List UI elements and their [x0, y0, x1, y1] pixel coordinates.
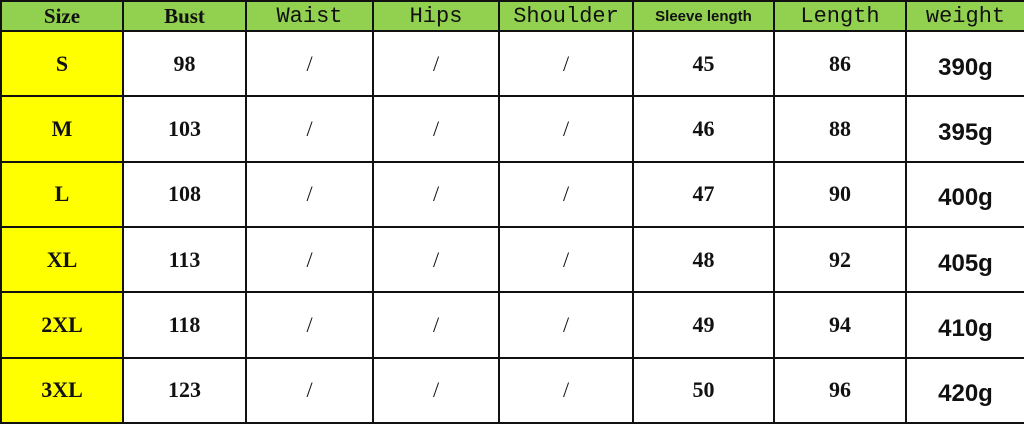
table-body: S 98///45 86 390g M 103///46 88 395g L 108///47 90… [0, 29, 1024, 424]
table-row: 2XL 118///49 94 410g [0, 291, 1024, 359]
table-cell: 94 [773, 291, 907, 359]
table-cell: 88 [773, 95, 907, 163]
table-cell: 103 [122, 95, 247, 163]
table-cell: / [372, 291, 500, 359]
table-cell: / [498, 160, 634, 228]
header-cell: Shoulder [498, 0, 634, 32]
table-cell: 2XL [0, 291, 124, 359]
table-cell: 90 [773, 160, 907, 228]
header-cell: Bust [122, 0, 247, 32]
table-row: M 103///46 88 395g [0, 95, 1024, 163]
table-cell: / [498, 225, 634, 294]
table-cell: 118 [122, 291, 247, 359]
table-cell: 98 [122, 29, 247, 98]
table-cell: / [498, 95, 634, 163]
table-cell: 92 [773, 225, 907, 294]
table-cell: L [0, 160, 124, 228]
table-cell: 46 [632, 95, 775, 163]
table-cell: 405g [905, 225, 1024, 294]
table-cell: / [372, 160, 500, 228]
table-cell: / [245, 356, 374, 424]
table-cell: / [498, 291, 634, 359]
table-cell: / [245, 225, 374, 294]
table-cell: / [372, 356, 500, 424]
table-cell: / [245, 29, 374, 98]
table-cell: / [372, 95, 500, 163]
table-cell: / [245, 160, 374, 228]
table-cell: 49 [632, 291, 775, 359]
table-cell: 86 [773, 29, 907, 98]
table-cell: 3XL [0, 356, 124, 424]
table-cell: 410g [905, 291, 1024, 359]
table-row: XL 113///48 92 405g [0, 225, 1024, 294]
table-cell: XL [0, 225, 124, 294]
table-row: S 98///45 86 390g [0, 29, 1024, 98]
table-cell: M [0, 95, 124, 163]
table-cell: / [372, 29, 500, 98]
table-cell: / [498, 29, 634, 98]
header-cell: Sleeve length [632, 0, 775, 32]
table-cell: / [372, 225, 500, 294]
table-cell: 108 [122, 160, 247, 228]
table-cell: 96 [773, 356, 907, 424]
header-cell: Length [773, 0, 907, 32]
table-cell: 47 [632, 160, 775, 228]
header-cell: Hips [372, 0, 500, 32]
table-header: Size Bust Waist Hips Shoulder Sleeve len… [0, 0, 1024, 32]
table-cell: 113 [122, 225, 247, 294]
header-cell: weight [905, 0, 1024, 32]
table-cell: / [245, 95, 374, 163]
table-cell: 123 [122, 356, 247, 424]
table-cell: 45 [632, 29, 775, 98]
header-row: Size Bust Waist Hips Shoulder Sleeve len… [0, 0, 1024, 32]
table-cell: 400g [905, 160, 1024, 228]
header-cell: Size [0, 0, 124, 32]
header-cell: Waist [245, 0, 374, 32]
table-cell: 48 [632, 225, 775, 294]
table-cell: / [498, 356, 634, 424]
table-cell: 390g [905, 29, 1024, 98]
table-cell: 395g [905, 95, 1024, 163]
table-cell: 50 [632, 356, 775, 424]
table-cell: 420g [905, 356, 1024, 424]
table-row: L 108///47 90 400g [0, 160, 1024, 228]
table-cell: S [0, 29, 124, 98]
table-cell: / [245, 291, 374, 359]
table-row: 3XL 123///50 96 420g [0, 356, 1024, 424]
